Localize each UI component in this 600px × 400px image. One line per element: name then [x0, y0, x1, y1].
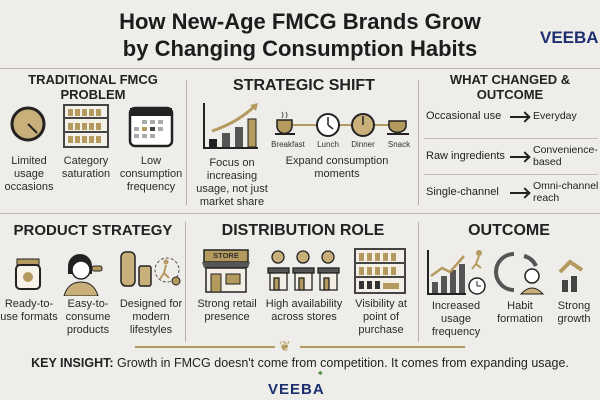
section-title-distribution: DISTRIBUTION ROLE [221, 222, 385, 239]
leaf-icon: ♣ [318, 370, 323, 377]
page-title: How New-Age FMCG Brands Grow by Changing … [0, 8, 600, 62]
store-sign: STORE [213, 251, 239, 260]
veeba-logo-bottom: VEEBA [268, 381, 325, 398]
divider [418, 80, 419, 205]
moment-snack: Snack [387, 140, 411, 149]
change-from-3: Single-channel [426, 186, 499, 198]
ornament-icon: ❦ [279, 338, 291, 354]
problem-item-2: Category saturation [61, 155, 111, 180]
snack-cup-icon [387, 120, 409, 135]
increased-usage-icon [427, 250, 486, 295]
problem-item-1: Limited usage occasions [4, 155, 54, 193]
outcome-item-3: Strong growth [557, 300, 591, 325]
section-title-shift: STRATEGIC SHIFT [233, 77, 375, 94]
divider [418, 222, 419, 342]
veeba-logo-top: VEEBA [540, 28, 599, 47]
multiple-stores-icon [267, 250, 340, 291]
title-line-2: by Changing Consumption Habits [122, 36, 478, 61]
shift-focus-text: Focus on increasing usage, not just mark… [196, 157, 268, 208]
clock-lunch-icon [316, 113, 340, 137]
ornament-line-right [300, 346, 465, 348]
clock-dinner-icon [351, 113, 375, 137]
change-to-2: Convenience-based [533, 144, 598, 168]
title-line-1: How New-Age FMCG Brands Grow [119, 9, 481, 34]
retail-shelf-icon [354, 248, 406, 294]
calendar-icon [128, 106, 174, 148]
moment-lunch: Lunch [317, 140, 339, 149]
timeline-line [285, 124, 405, 126]
clock-icon [10, 106, 46, 142]
key-insight-text: Growth in FMCG doesn't come from competi… [113, 356, 569, 370]
growth-chart-icon [203, 103, 258, 149]
change-to-3: Omni-channel reach [533, 180, 599, 204]
section-title-changed: WHAT CHANGED & OUTCOME [449, 72, 571, 102]
habit-cycle-icon [494, 252, 545, 295]
lifestyle-products-icon [120, 251, 181, 287]
key-insight-label: KEY INSIGHT: [31, 356, 114, 370]
distribution-item-3: Visibility at point of purchase [355, 298, 407, 336]
divider-top [0, 68, 600, 69]
distribution-item-1: Strong retail presence [197, 298, 257, 323]
change-to-1: Everyday [533, 110, 577, 122]
distribution-item-2: High availability across stores [265, 298, 343, 323]
arrow-icon [510, 116, 528, 118]
product-item-1: Ready-to-use formats [0, 298, 58, 323]
person-eating-icon [63, 254, 103, 296]
row-divider [424, 174, 598, 175]
store-icon [202, 249, 250, 293]
outcome-item-2: Habit formation [497, 300, 543, 325]
moment-dinner: Dinner [351, 140, 375, 149]
divider [185, 222, 186, 342]
key-insight: KEY INSIGHT: Growth in FMCG doesn't come… [0, 356, 600, 370]
problem-item-3: Low consumption frequency [119, 155, 183, 193]
coffee-cup-icon [275, 111, 295, 135]
section-title-problem: TRADITIONAL FMCG PROBLEM [28, 72, 158, 102]
shift-expand-text: Expand consumption moments [285, 155, 389, 180]
shelf-icon [63, 104, 109, 148]
arrow-icon [510, 192, 528, 194]
section-title-product: PRODUCT STRATEGY [13, 222, 173, 239]
moment-breakfast: Breakfast [271, 140, 305, 149]
jar-icon [15, 258, 41, 290]
outcome-item-1: Increased usage frequency [431, 300, 481, 338]
product-item-2: Easy-to-consume products [65, 298, 111, 336]
product-item-3: Designed for modern lifestyles [119, 298, 183, 336]
divider-middle [0, 213, 600, 214]
ornament-line-left [135, 346, 275, 348]
divider [186, 80, 187, 205]
strong-growth-icon [558, 259, 584, 292]
section-title-outcome: OUTCOME [468, 222, 550, 239]
change-from-1: Occasional use [426, 110, 502, 122]
row-divider [424, 138, 598, 139]
change-from-2: Raw ingredients [426, 150, 505, 162]
arrow-icon [510, 156, 528, 158]
